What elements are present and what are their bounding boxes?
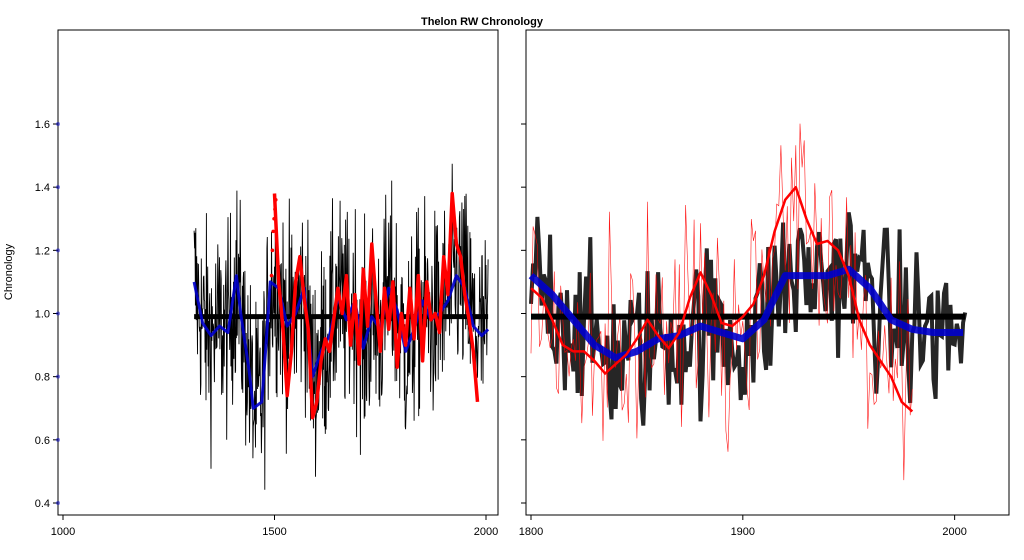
raw-series-left	[193, 163, 489, 490]
red-dot	[271, 229, 276, 234]
edge-marker	[56, 122, 60, 126]
edge-marker	[56, 311, 60, 316]
blue-spline-right	[528, 265, 964, 362]
panel-right-frame	[525, 29, 1010, 516]
y-tick-label: 0.8	[35, 372, 50, 384]
x-tick-label: 1500	[262, 526, 286, 538]
panel-left-plot	[192, 163, 490, 490]
x-tick-label: 1900	[731, 526, 755, 538]
red-smooth-left	[272, 191, 480, 420]
y-axis-label: Chronology	[3, 243, 15, 300]
red-smooth-right	[530, 185, 914, 413]
chart-title: Thelon RW Chronology	[421, 16, 544, 28]
edge-marker	[56, 501, 60, 505]
red-dot	[272, 216, 276, 221]
edge-marker	[56, 248, 60, 253]
y-tick-label: 1.0	[35, 309, 50, 321]
y-tick-label: 0.6	[35, 435, 50, 447]
red-dot	[273, 198, 278, 202]
x-tick-label: 2000	[474, 526, 498, 538]
panel-left-frame	[57, 29, 499, 516]
y-tick-label: 1.4	[35, 182, 50, 194]
edge-marker	[56, 185, 60, 190]
red-raw-series-right	[530, 123, 913, 481]
x-tick-label: 1000	[51, 526, 75, 538]
y-tick-label: 0.4	[35, 498, 50, 510]
y-tick-label: 1.6	[35, 119, 50, 131]
red-dot	[270, 248, 275, 253]
x-tick-label: 2000	[942, 526, 966, 538]
panel-right-plot	[528, 123, 968, 481]
edge-marker	[56, 437, 60, 442]
red-dot	[273, 207, 277, 212]
edge-marker	[56, 374, 60, 379]
y-tick-label: 1.2	[35, 245, 50, 257]
x-tick-label: 1800	[519, 526, 543, 538]
red-dot	[269, 273, 274, 278]
